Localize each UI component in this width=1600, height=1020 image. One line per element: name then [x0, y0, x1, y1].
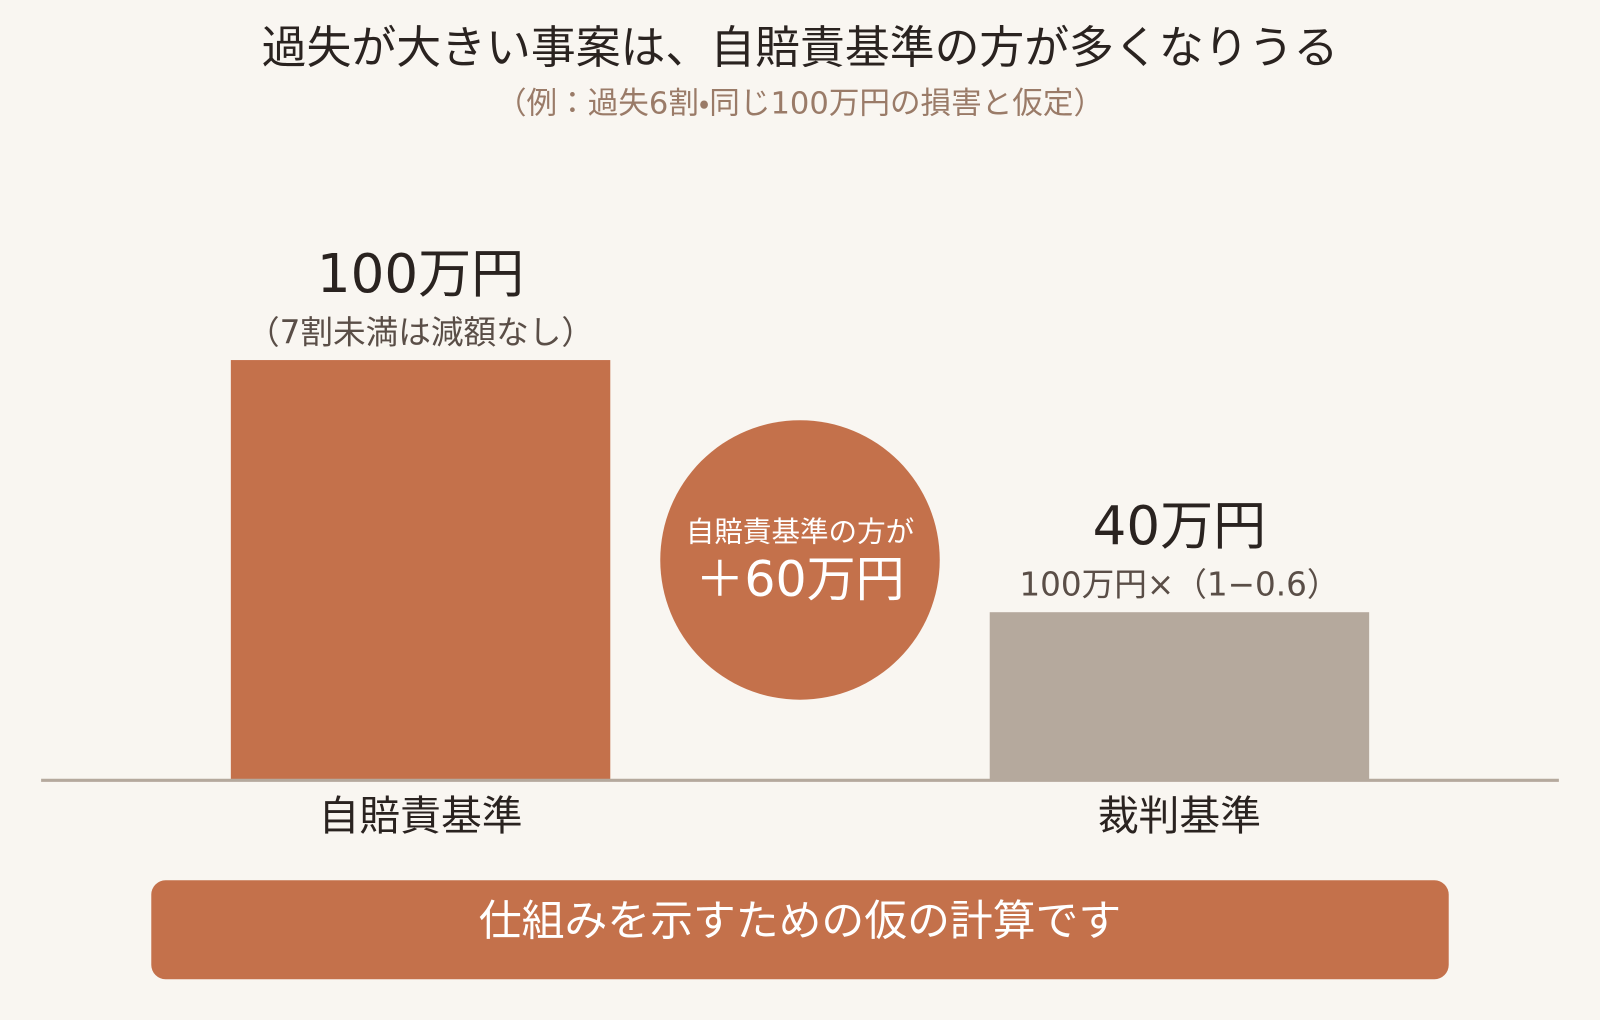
annotation-text: 自賠責基準の方が: [686, 514, 914, 548]
footer-text: 仕組みを示すための仮の計算です: [479, 897, 1121, 947]
annotation-value: ＋60万円: [695, 551, 904, 608]
chart-title: 過失が大きい事案は、自賠責基準の方が多くなりうる: [262, 21, 1339, 74]
value-label: 40万円: [1093, 495, 1267, 557]
bar: [989, 612, 1370, 781]
footer-box: [151, 880, 1449, 980]
annotation-circle: [660, 420, 940, 700]
category-label: 裁判基準: [1098, 792, 1261, 840]
bar-note: （7割未満は減額なし）: [247, 314, 594, 352]
category-label: 自賠責基準: [319, 792, 523, 840]
bar-note: 100万円×（1−0.6）: [1019, 566, 1339, 604]
bar: [230, 360, 611, 781]
chart-subtitle: （例：過失6割・同じ100万円の損害と仮定）: [496, 87, 1104, 122]
value-label: 100万円: [317, 243, 524, 305]
